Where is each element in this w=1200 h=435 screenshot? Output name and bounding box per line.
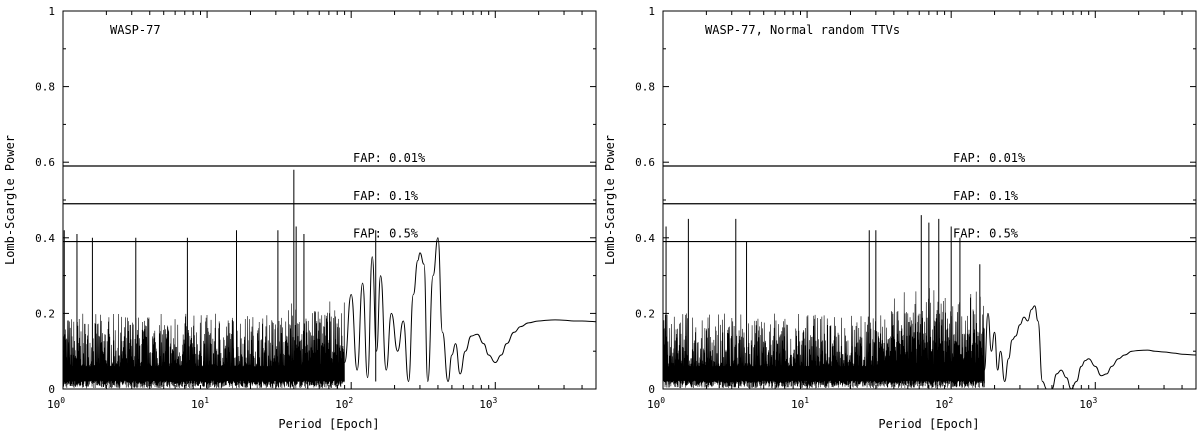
y-tick-label: 0.6 [35, 156, 55, 169]
y-tick-label: 0.2 [635, 307, 655, 320]
fap-label: FAP: 0.1% [953, 189, 1019, 203]
x-tick-label: 101 [791, 396, 809, 411]
x-tick-label: 100 [647, 396, 665, 411]
y-tick-label: 0.8 [635, 81, 655, 94]
y-tick-label: 0.8 [35, 81, 55, 94]
x-tick-label: 103 [479, 396, 497, 411]
x-tick-exp: 1 [204, 396, 209, 405]
x-tick-label: 101 [191, 396, 209, 411]
panel-title: WASP-77 [110, 23, 161, 37]
y-tick-label: 0.4 [635, 232, 655, 245]
x-tick-label: 102 [935, 396, 953, 411]
x-tick-base: 10 [791, 398, 804, 411]
x-tick-exp: 3 [492, 396, 497, 405]
x-tick-base: 10 [479, 398, 492, 411]
x-axis-label: Period [Epoch] [278, 417, 379, 431]
x-tick-exp: 3 [1092, 396, 1097, 405]
y-axis-label: Lomb-Scargle Power [3, 135, 17, 265]
x-tick-base: 10 [47, 398, 60, 411]
x-tick-label: 103 [1079, 396, 1097, 411]
x-tick-base: 10 [935, 398, 948, 411]
power-curve [983, 305, 1197, 390]
x-tick-exp: 0 [60, 396, 65, 405]
y-tick-label: 1 [648, 5, 655, 18]
power-noise [662, 288, 985, 389]
power-curve [344, 237, 597, 382]
y-tick-label: 1 [48, 5, 55, 18]
y-tick-label: 0.4 [35, 232, 55, 245]
y-tick-label: 0.6 [635, 156, 655, 169]
panel-wasp77-random: WASP-77, Normal random TTVs Period [Epoc… [603, 5, 1197, 431]
x-tick-base: 10 [335, 398, 348, 411]
panel-title: WASP-77, Normal random TTVs [705, 23, 900, 37]
x-tick-label: 100 [47, 396, 65, 411]
fap-label: FAP: 0.5% [353, 227, 419, 241]
x-axis-label: Period [Epoch] [878, 417, 979, 431]
power-noise [62, 301, 345, 389]
y-tick-label: 0 [48, 383, 55, 396]
x-tick-base: 10 [1079, 398, 1092, 411]
y-axis-label: Lomb-Scargle Power [603, 135, 617, 265]
fap-label: FAP: 0.1% [353, 189, 419, 203]
panel-wasp77: WASP-77 Period [Epoch] Lomb-Scargle Powe… [3, 5, 597, 431]
y-tick-label: 0 [648, 383, 655, 396]
x-tick-exp: 2 [348, 396, 353, 405]
x-tick-exp: 0 [660, 396, 665, 405]
y-tick-label: 0.2 [35, 307, 55, 320]
fap-label: FAP: 0.01% [353, 151, 426, 165]
x-tick-exp: 1 [804, 396, 809, 405]
x-tick-base: 10 [191, 398, 204, 411]
x-tick-label: 102 [335, 396, 353, 411]
fap-label: FAP: 0.01% [953, 151, 1026, 165]
x-tick-base: 10 [647, 398, 660, 411]
fap-label: FAP: 0.5% [953, 227, 1019, 241]
x-tick-exp: 2 [948, 396, 953, 405]
